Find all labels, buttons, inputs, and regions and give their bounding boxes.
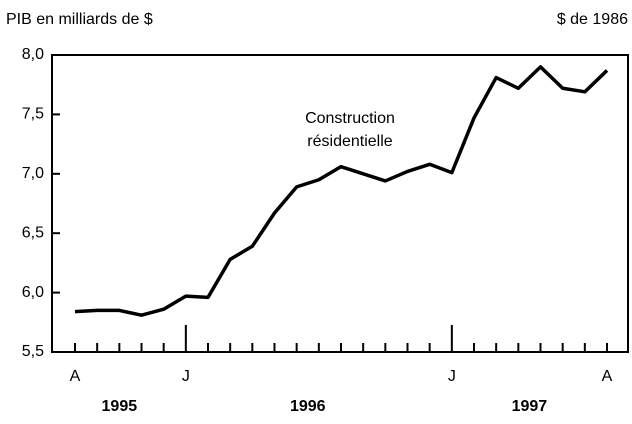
y-tick-label: 6,5 bbox=[22, 224, 44, 241]
year-label: 1995 bbox=[102, 398, 138, 415]
y-unit-label: PIB en milliards de $ bbox=[6, 11, 153, 28]
x-tick-label: J bbox=[448, 368, 456, 385]
annotation: Construction bbox=[305, 110, 395, 127]
data-line bbox=[74, 65, 609, 317]
y-tick-label: 8,0 bbox=[22, 46, 44, 63]
note: $ de 1986 bbox=[557, 11, 628, 28]
y-tick-label: 7,5 bbox=[22, 106, 44, 123]
y-tick-label: 6,0 bbox=[22, 284, 44, 301]
y-tick-label: 7,0 bbox=[22, 165, 44, 182]
annotation: résidentielle bbox=[307, 133, 392, 150]
x-tick-label: J bbox=[182, 368, 190, 385]
year-label: 1996 bbox=[290, 398, 326, 415]
x-tick-label: A bbox=[602, 368, 613, 385]
y-tick-label: 5,5 bbox=[22, 343, 44, 360]
plot-frame bbox=[51, 54, 629, 353]
year-label: 1997 bbox=[512, 398, 548, 415]
x-tick-label: A bbox=[70, 368, 81, 385]
